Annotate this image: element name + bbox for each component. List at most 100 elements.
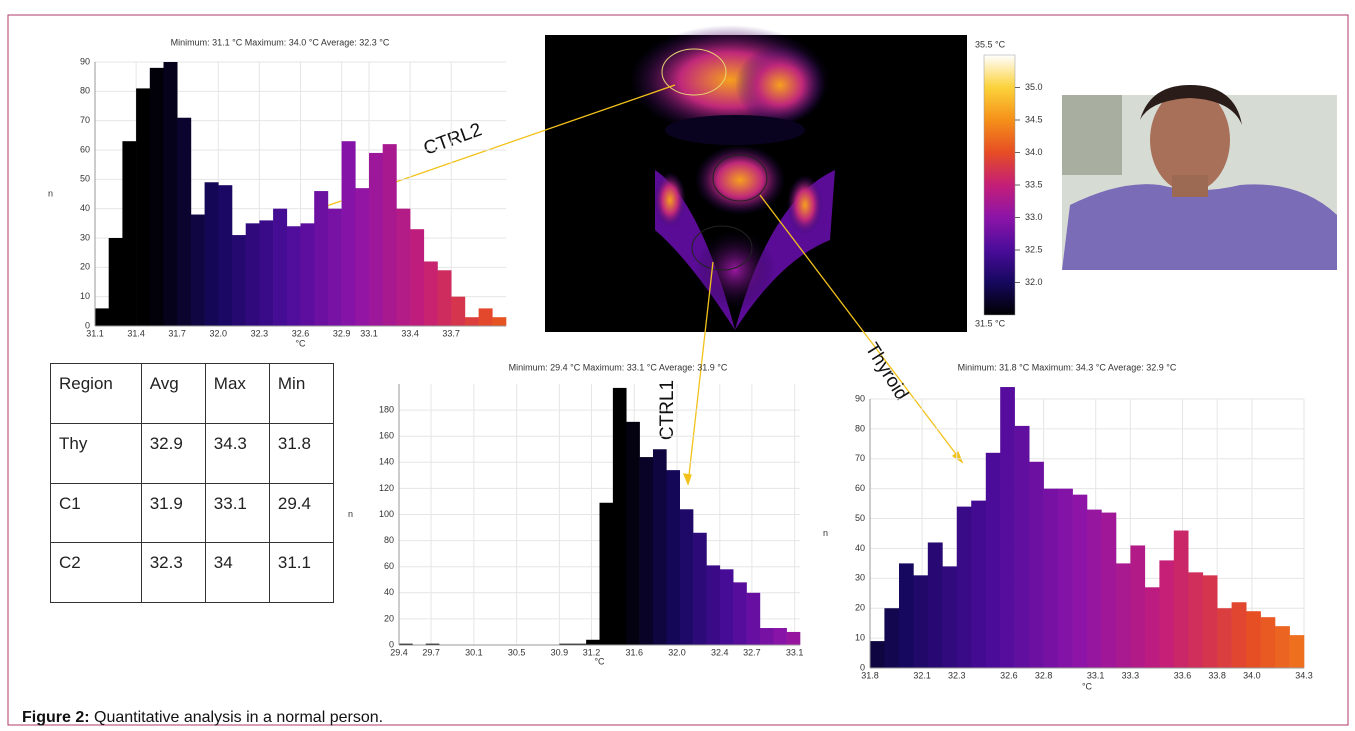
x-tick-label: 31.8 [861, 670, 879, 680]
x-axis-label: °C [295, 338, 306, 348]
y-tick-label: 0 [860, 662, 865, 672]
caption: Figure 2: Quantitative analysis in a nor… [22, 709, 383, 727]
bar [666, 470, 680, 645]
bar [1130, 545, 1146, 668]
table-cell: 33.1 [204, 482, 270, 544]
bar [423, 261, 438, 326]
x-tick-label: 32.0 [210, 328, 228, 338]
y-tick-label: 10 [80, 291, 90, 301]
bar [706, 565, 721, 645]
y-tick-label: 40 [855, 543, 865, 553]
x-tick-label: 31.6 [625, 647, 643, 657]
y-tick-label: 30 [855, 573, 865, 583]
y-tick-label: 140 [379, 457, 394, 467]
y-tick-label: 90 [855, 393, 865, 403]
table-cell: 34.3 [204, 422, 270, 484]
bar [612, 387, 627, 645]
x-tick-label: 34.3 [1295, 670, 1313, 680]
bar [586, 639, 600, 645]
bar [599, 502, 614, 645]
table-cell: 31.1 [268, 542, 335, 603]
x-tick-label: 33.1 [1087, 670, 1105, 680]
bar [1058, 488, 1073, 668]
bar [300, 223, 315, 326]
y-tick-label: 20 [855, 603, 865, 613]
y-tick-label: 120 [379, 483, 394, 493]
table-header-cell: Region [50, 363, 142, 424]
x-tick-label: 33.4 [401, 328, 419, 338]
table-cell: 32.3 [140, 542, 206, 603]
annotation: CTRL2 [421, 119, 485, 159]
bar [1159, 560, 1175, 668]
colorbar-max-label: 35.5 °C [975, 39, 1006, 49]
table-header-row: Region Avg Max Min [50, 363, 335, 424]
x-tick-label: 29.7 [422, 647, 440, 657]
x-tick-label: 29.4 [390, 647, 408, 657]
x-tick-label: 30.1 [465, 647, 483, 657]
x-tick-label: 33.1 [786, 647, 804, 657]
bar [218, 185, 233, 326]
colorbar-tick-label: 32.0 [1025, 277, 1043, 287]
colorbar-tick-label: 33.0 [1025, 212, 1043, 222]
bar [341, 141, 356, 326]
table-cell: 31.9 [140, 482, 206, 544]
bar [1072, 494, 1088, 668]
bar [1014, 425, 1030, 668]
bar [913, 575, 929, 668]
bar [1101, 512, 1117, 668]
bar [1087, 509, 1102, 668]
table-cell: 29.4 [268, 482, 335, 544]
x-tick-label: 32.1 [913, 670, 931, 680]
y-tick-label: 90 [80, 56, 90, 66]
y-tick-label: 50 [855, 513, 865, 523]
x-tick-label: 32.3 [251, 328, 269, 338]
bar [1144, 587, 1160, 668]
colorbar-tick-label: 34.5 [1025, 114, 1043, 124]
bar [122, 141, 137, 326]
bar [746, 592, 761, 645]
bar [870, 641, 885, 668]
table-cell: 32.9 [140, 422, 206, 484]
table-cell: C1 [50, 482, 142, 544]
x-tick-label: 32.3 [948, 670, 966, 680]
bar [190, 214, 205, 326]
y-tick-label: 180 [379, 404, 394, 414]
bar [884, 608, 900, 668]
bar [382, 144, 397, 326]
bar [259, 220, 274, 326]
y-tick-label: 20 [384, 613, 394, 623]
table-cell: 34 [204, 542, 270, 603]
x-tick-label: 32.4 [711, 647, 729, 657]
bar [273, 208, 288, 326]
bar [108, 238, 123, 326]
thermal-image [545, 25, 967, 332]
y-tick-label: 60 [855, 483, 865, 493]
table-cell: Thy [50, 422, 142, 484]
table-row: C1 31.9 33.1 29.4 [50, 482, 335, 544]
y-axis-label: n [823, 528, 828, 538]
bar [1202, 575, 1218, 668]
bar [572, 643, 587, 645]
bar [399, 643, 413, 645]
y-tick-label: 0 [389, 639, 394, 649]
bar [1246, 611, 1261, 668]
caption-label: Figure 2: [22, 709, 90, 726]
bar [314, 191, 329, 326]
chart-title: Minimum: 31.8 °C Maximum: 34.3 °C Averag… [958, 362, 1177, 372]
y-tick-label: 160 [379, 431, 394, 441]
colorbar-tick-label: 32.5 [1025, 244, 1043, 254]
y-tick-label: 30 [80, 232, 90, 242]
bar [898, 563, 914, 668]
bar [437, 270, 452, 326]
colorbar [983, 54, 1016, 316]
x-tick-label: 31.7 [168, 328, 186, 338]
bar [1043, 488, 1059, 668]
colorbar-tick-label: 34.0 [1025, 147, 1043, 157]
x-tick-label: 32.9 [333, 328, 351, 338]
y-axis-label: n [348, 509, 353, 519]
bar [232, 235, 246, 326]
bar [719, 569, 734, 645]
x-tick-label: 31.4 [127, 328, 145, 338]
bar [1260, 617, 1276, 668]
annotation: Thyroid [861, 339, 912, 404]
